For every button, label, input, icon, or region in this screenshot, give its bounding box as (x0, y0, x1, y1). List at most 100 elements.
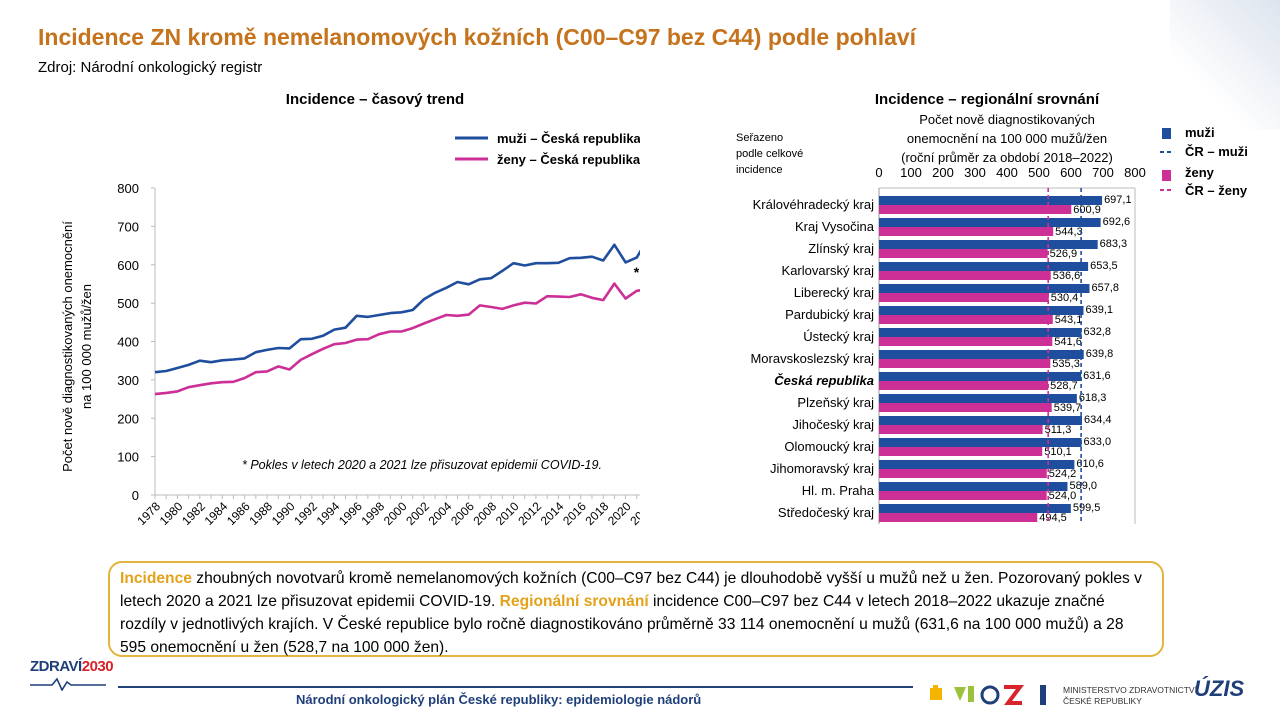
bar-label-men: 697,1 (1104, 194, 1132, 206)
region-label: Pardubický kraj (785, 307, 874, 322)
bar-label-men: 599,5 (1073, 502, 1101, 514)
bar-label-women: 544,3 (1055, 226, 1083, 238)
bar-label-men: 683,3 (1100, 238, 1128, 250)
bar-women (879, 249, 1048, 258)
trend-y-axis-label-line: Počet nově diagnostikovaných onemocnění (60, 221, 75, 472)
bar-label-women: 528,7 (1050, 380, 1078, 392)
zdravi-logo-word: ZDRAVÍ (30, 658, 82, 675)
region-label: Česká republika (774, 373, 874, 388)
bar-label-men: 639,8 (1086, 348, 1114, 360)
bar-label-women: 524,0 (1049, 490, 1077, 502)
bar-label-men: 639,1 (1086, 304, 1114, 316)
trend-x-tick-label: 1996 (336, 499, 365, 528)
bar-men (879, 262, 1089, 271)
trend-x-tick-label: 2000 (381, 499, 410, 528)
trend-y-tick-label: 500 (117, 296, 139, 311)
regional-chart-title: Incidence – regionální srovnání (875, 91, 1100, 108)
covid-annotation-marker: * (634, 264, 640, 280)
region-label: Zlínský kraj (808, 241, 874, 256)
trend-x-tick-label: 2014 (538, 499, 567, 528)
bar-label-women: 510,1 (1044, 446, 1072, 458)
region-label: Karlovarský kraj (782, 263, 875, 278)
bar-men (879, 328, 1082, 337)
regional-axis-title-line: (roční průměr za období 2018–2022) (901, 150, 1113, 165)
summary-term-incidence: Incidence (120, 570, 192, 587)
trend-x-tick-label: 2010 (493, 499, 522, 528)
bar-men (879, 416, 1083, 425)
trend-x-tick-label: 2002 (403, 499, 432, 528)
bar-women (879, 227, 1054, 236)
regional-x-tick-label: 800 (1124, 165, 1146, 180)
bar-label-men: 631,6 (1083, 370, 1111, 382)
regional-x-tick-label: 500 (1028, 165, 1050, 180)
bar-women (879, 447, 1043, 456)
region-label: Jihočeský kraj (792, 417, 874, 432)
trend-x-tick-label: 1978 (134, 499, 163, 528)
bar-women (879, 337, 1053, 346)
legend-label-men: muži – Česká republika (497, 131, 640, 146)
trend-y-tick-label: 300 (117, 373, 139, 388)
bar-men (879, 394, 1077, 403)
bar-label-men: 610,6 (1076, 458, 1104, 470)
trend-y-axis-label: Počet nově diagnostikovaných onemocnění n… (60, 221, 94, 472)
bar-label-men: 633,0 (1084, 436, 1112, 448)
legend-swatch-men-bar (1162, 128, 1171, 139)
zdravi-logo-year: 2030 (81, 658, 114, 675)
trend-y-tick-label: 800 (117, 181, 139, 196)
trend-x-tick-label: 1988 (246, 499, 275, 528)
bar-label-men: 653,5 (1090, 260, 1118, 272)
bar-label-women: 526,9 (1050, 248, 1078, 260)
bar-women (879, 315, 1053, 324)
legend-label-men-bar: muži (1185, 125, 1215, 140)
regional-x-tick-label: 100 (900, 165, 922, 180)
bar-men (879, 504, 1071, 513)
bar-men (879, 460, 1075, 469)
trend-x-tick-label: 1986 (224, 499, 253, 528)
region-label: Plzeňský kraj (797, 395, 874, 410)
bar-label-men: 632,8 (1083, 326, 1111, 338)
zdravi2030-logo: ZDRAVÍ2030 (30, 658, 114, 675)
sort-note-line: Seřazeno (736, 132, 783, 144)
uzis-logo: ÚZIS (1194, 676, 1245, 701)
region-label: Liberecký kraj (794, 285, 874, 300)
regional-x-tick-label: 0 (875, 165, 882, 180)
region-label: Jihomoravský kraj (770, 461, 874, 476)
covid-annotation-note: * Pokles v letech 2020 a 2021 lze přisuz… (242, 458, 602, 472)
trend-y-axis-label-line: na 100 000 mužů/žen (79, 284, 94, 409)
ministry-name: MINISTERSTVO ZDRAVOTNICTVÍ ČESKÉ REPUBLI… (1063, 685, 1197, 707)
bar-men (879, 350, 1084, 359)
ministry-line-2: ČESKÉ REPUBLIKY (1063, 696, 1142, 706)
bar-label-women: 494,5 (1039, 512, 1067, 524)
trend-y-tick-label: 100 (117, 450, 139, 465)
bar-men (879, 438, 1082, 447)
region-label: Královéhradecký kraj (753, 197, 874, 212)
trend-x-tick-label: 2004 (426, 499, 455, 528)
bar-label-women: 541,6 (1054, 336, 1082, 348)
bar-women (879, 491, 1047, 500)
trend-x-tick-label: 1992 (291, 499, 320, 528)
trend-chart-title: Incidence – časový trend (286, 91, 464, 108)
trend-x-tick-label: 2012 (515, 499, 544, 528)
trend-line-chart: Incidence – časový trend 0 100 200 300 400 500… (60, 91, 640, 528)
heartbeat-logo-icon (30, 677, 106, 691)
trend-x-tick-label: 1998 (358, 499, 387, 528)
corner-shading (1170, 0, 1280, 130)
trend-y-tick-label: 0 (132, 488, 139, 503)
bar-label-men: 634,4 (1084, 414, 1112, 426)
trend-x-tick-label: 1994 (314, 499, 343, 528)
regional-bar-chart: Incidence – regionální srovnání Počet nov… (736, 91, 1248, 524)
regional-x-tick-label: 600 (1060, 165, 1082, 180)
footer-divider (118, 686, 913, 688)
legend-label-ref-women: ČR – ženy (1185, 183, 1248, 198)
bar-label-women: 536,6 (1053, 270, 1081, 282)
bar-women (879, 425, 1043, 434)
trend-y-tick-label: 200 (117, 411, 139, 426)
bar-label-men: 692,6 (1103, 216, 1131, 228)
trend-x-tick-label: 2018 (583, 499, 612, 528)
footer-text: Národní onkologický plán České republiky… (296, 692, 702, 707)
ministry-logo-icon (930, 685, 1046, 705)
region-label: Moravskoslezský kraj (750, 351, 874, 366)
regional-x-tick-label: 400 (996, 165, 1018, 180)
legend-label-women: ženy – Česká republika (497, 152, 640, 167)
series-line-men (154, 243, 640, 374)
